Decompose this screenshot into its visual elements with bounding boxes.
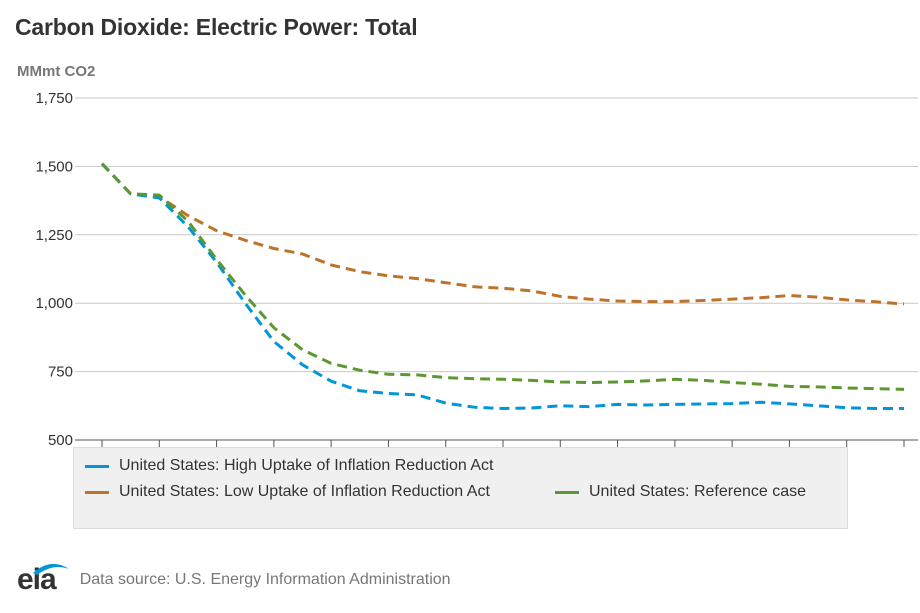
y-tick-label: 1,750 [35,90,73,107]
eia-logo: eia [17,563,69,597]
chart-title: Carbon Dioxide: Electric Power: Total [15,14,418,40]
x-axis-ticks: 2022202420262028203020322034203620382040… [101,440,905,447]
series-line-1 [100,162,905,306]
legend-label-reference: United States: Reference case [589,483,807,500]
series-line-0 [100,162,904,410]
y-tick-label: 500 [48,432,73,449]
footer: eia Data source: U.S. Energy Information… [17,563,451,597]
legend-item-reference[interactable]: United States: Reference case [555,483,806,501]
eia-logo-text: eia [17,563,57,596]
legend-swatch-high-uptake [85,464,109,468]
legend-label-high-uptake: United States: High Uptake of Inflation … [119,457,494,474]
legend-item-high-uptake[interactable]: United States: High Uptake of Inflation … [85,457,493,475]
data-source: Data source: U.S. Energy Information Adm… [79,571,451,588]
y-tick-label: 1,250 [35,227,73,244]
legend-label-low-uptake: United States: Low Uptake of Inflation R… [119,483,490,500]
y-axis-label: MMmt CO2 [17,63,96,80]
legend: United States: High Uptake of Inflation … [73,447,848,529]
legend-item-low-uptake[interactable]: United States: Low Uptake of Inflation R… [85,483,490,501]
line-chart: 500 750 1,000 1,250 1,500 1,750 2022202420262… [35,90,918,449]
y-tick-label: 1,500 [35,158,73,175]
y-axis-ticks: 500 750 1,000 1,250 1,500 1,750 [35,90,73,449]
series-lines [100,162,905,410]
gridlines [75,97,918,441]
legend-swatch-low-uptake [85,490,109,494]
series-line-2 [100,162,905,391]
legend-swatch-reference [555,490,579,494]
eia-logo-swoosh-icon [33,563,69,575]
y-tick-label: 1,000 [35,295,73,312]
y-tick-label: 750 [48,364,73,381]
